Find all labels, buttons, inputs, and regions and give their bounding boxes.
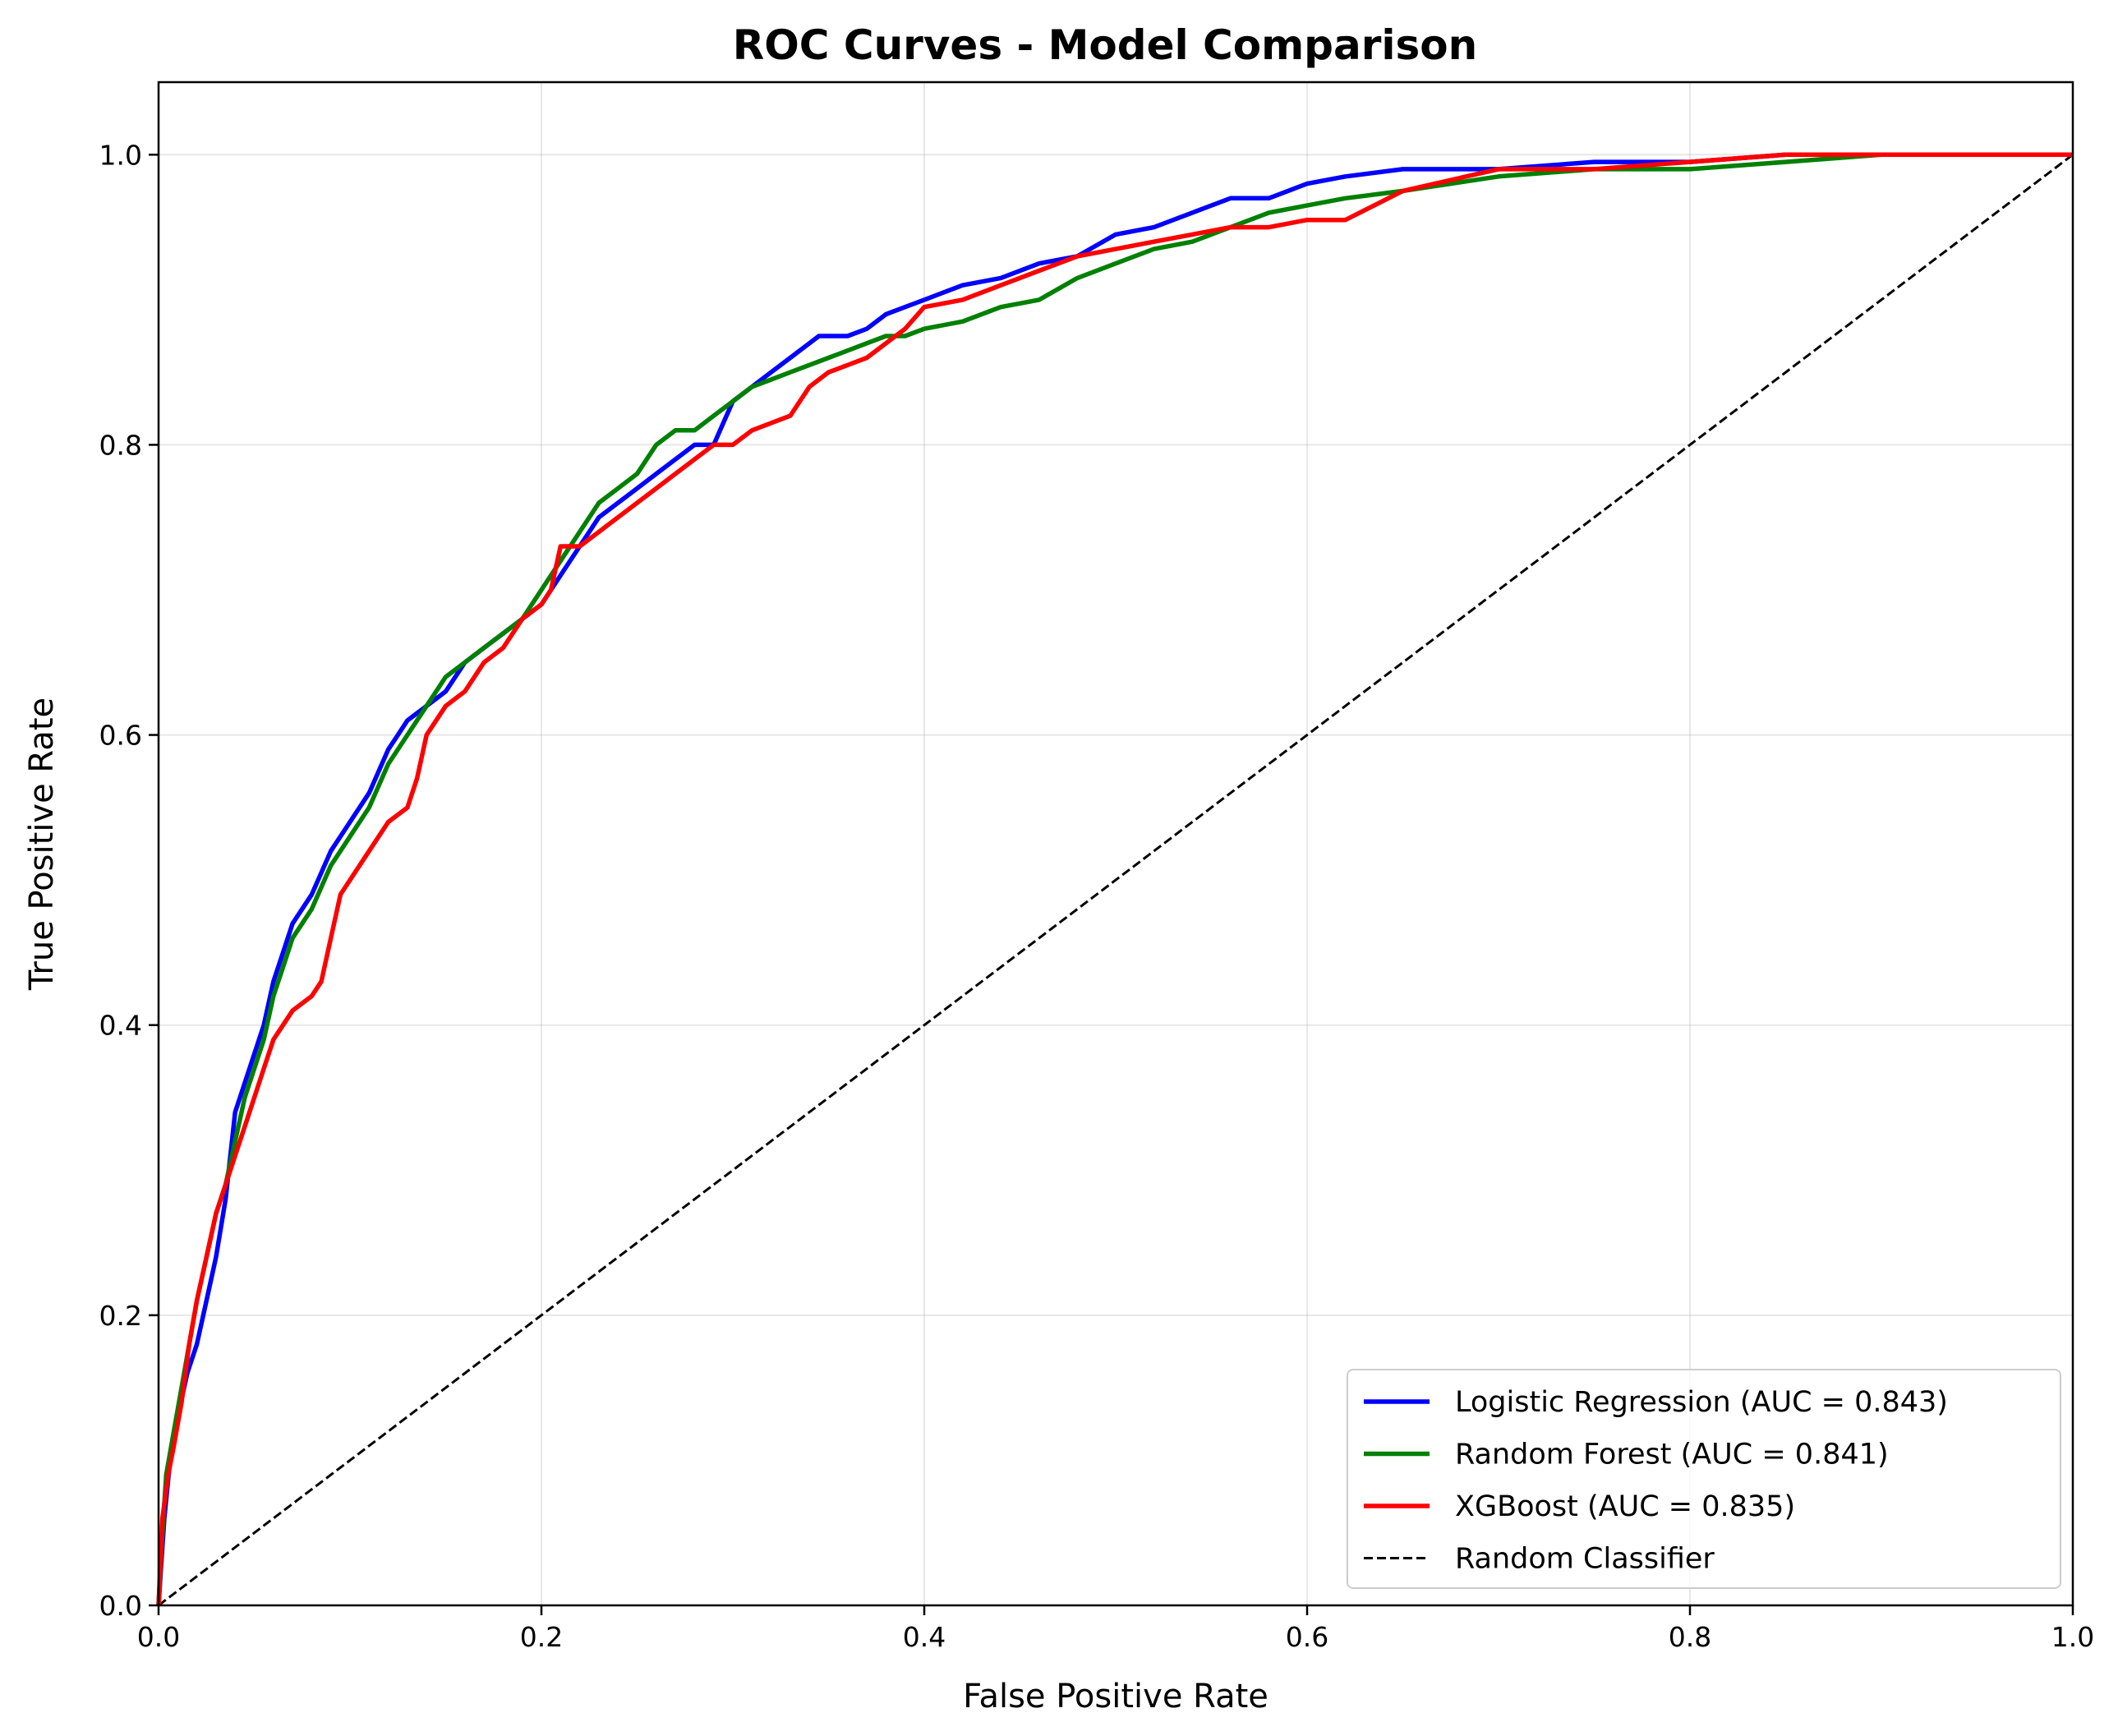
series-line-random-forest bbox=[156, 152, 2073, 1606]
plot-frame bbox=[157, 81, 2074, 1607]
series-line-xgboost bbox=[156, 152, 2073, 1606]
legend: Logistic Regression (AUC = 0.843) Random … bbox=[1347, 1369, 2061, 1589]
legend-label-xgboost: XGBoost (AUC = 0.835) bbox=[1455, 1490, 1795, 1523]
x-tick-label-3: 0.6 bbox=[1286, 1621, 1328, 1653]
axis-ticks: 0.0 0.2 0.4 0.6 0.8 1.0 0.0 0.2 0.4 0.6 0.8 1.0 bbox=[99, 139, 2095, 1653]
x-tick-label-2: 0.4 bbox=[903, 1621, 946, 1653]
legend-box bbox=[1347, 1369, 2061, 1589]
y-tick-label-3: 0.6 bbox=[99, 720, 142, 752]
x-tick-label-5: 1.0 bbox=[2051, 1621, 2094, 1653]
y-tick-label-0: 0.0 bbox=[99, 1590, 142, 1622]
legend-label-logistic-regression: Logistic Regression (AUC = 0.843) bbox=[1455, 1386, 1948, 1419]
y-axis-label: True Positive Rate bbox=[23, 698, 61, 991]
y-tick-label-4: 0.8 bbox=[99, 429, 142, 461]
x-tick-label-1: 0.2 bbox=[520, 1621, 563, 1653]
y-tick-label-2: 0.4 bbox=[99, 1010, 142, 1042]
x-tick-label-4: 0.8 bbox=[1669, 1621, 1711, 1653]
plot-area bbox=[156, 152, 2074, 1607]
x-axis-label: False Positive Rate bbox=[963, 1678, 1268, 1715]
y-tick-label-5: 1.0 bbox=[99, 139, 142, 171]
y-tick-label-1: 0.2 bbox=[99, 1300, 142, 1332]
grid bbox=[158, 82, 2074, 1606]
series-line-logistic-regression bbox=[156, 152, 2073, 1606]
series-line-random-classifier bbox=[158, 154, 2074, 1607]
chart-title: ROC Curves - Model Comparison bbox=[733, 21, 1477, 69]
legend-label-random-forest: Random Forest (AUC = 0.841) bbox=[1455, 1439, 1889, 1471]
legend-label-random-classifier: Random Classifier bbox=[1455, 1543, 1715, 1576]
x-tick-label-0: 0.0 bbox=[137, 1621, 180, 1653]
